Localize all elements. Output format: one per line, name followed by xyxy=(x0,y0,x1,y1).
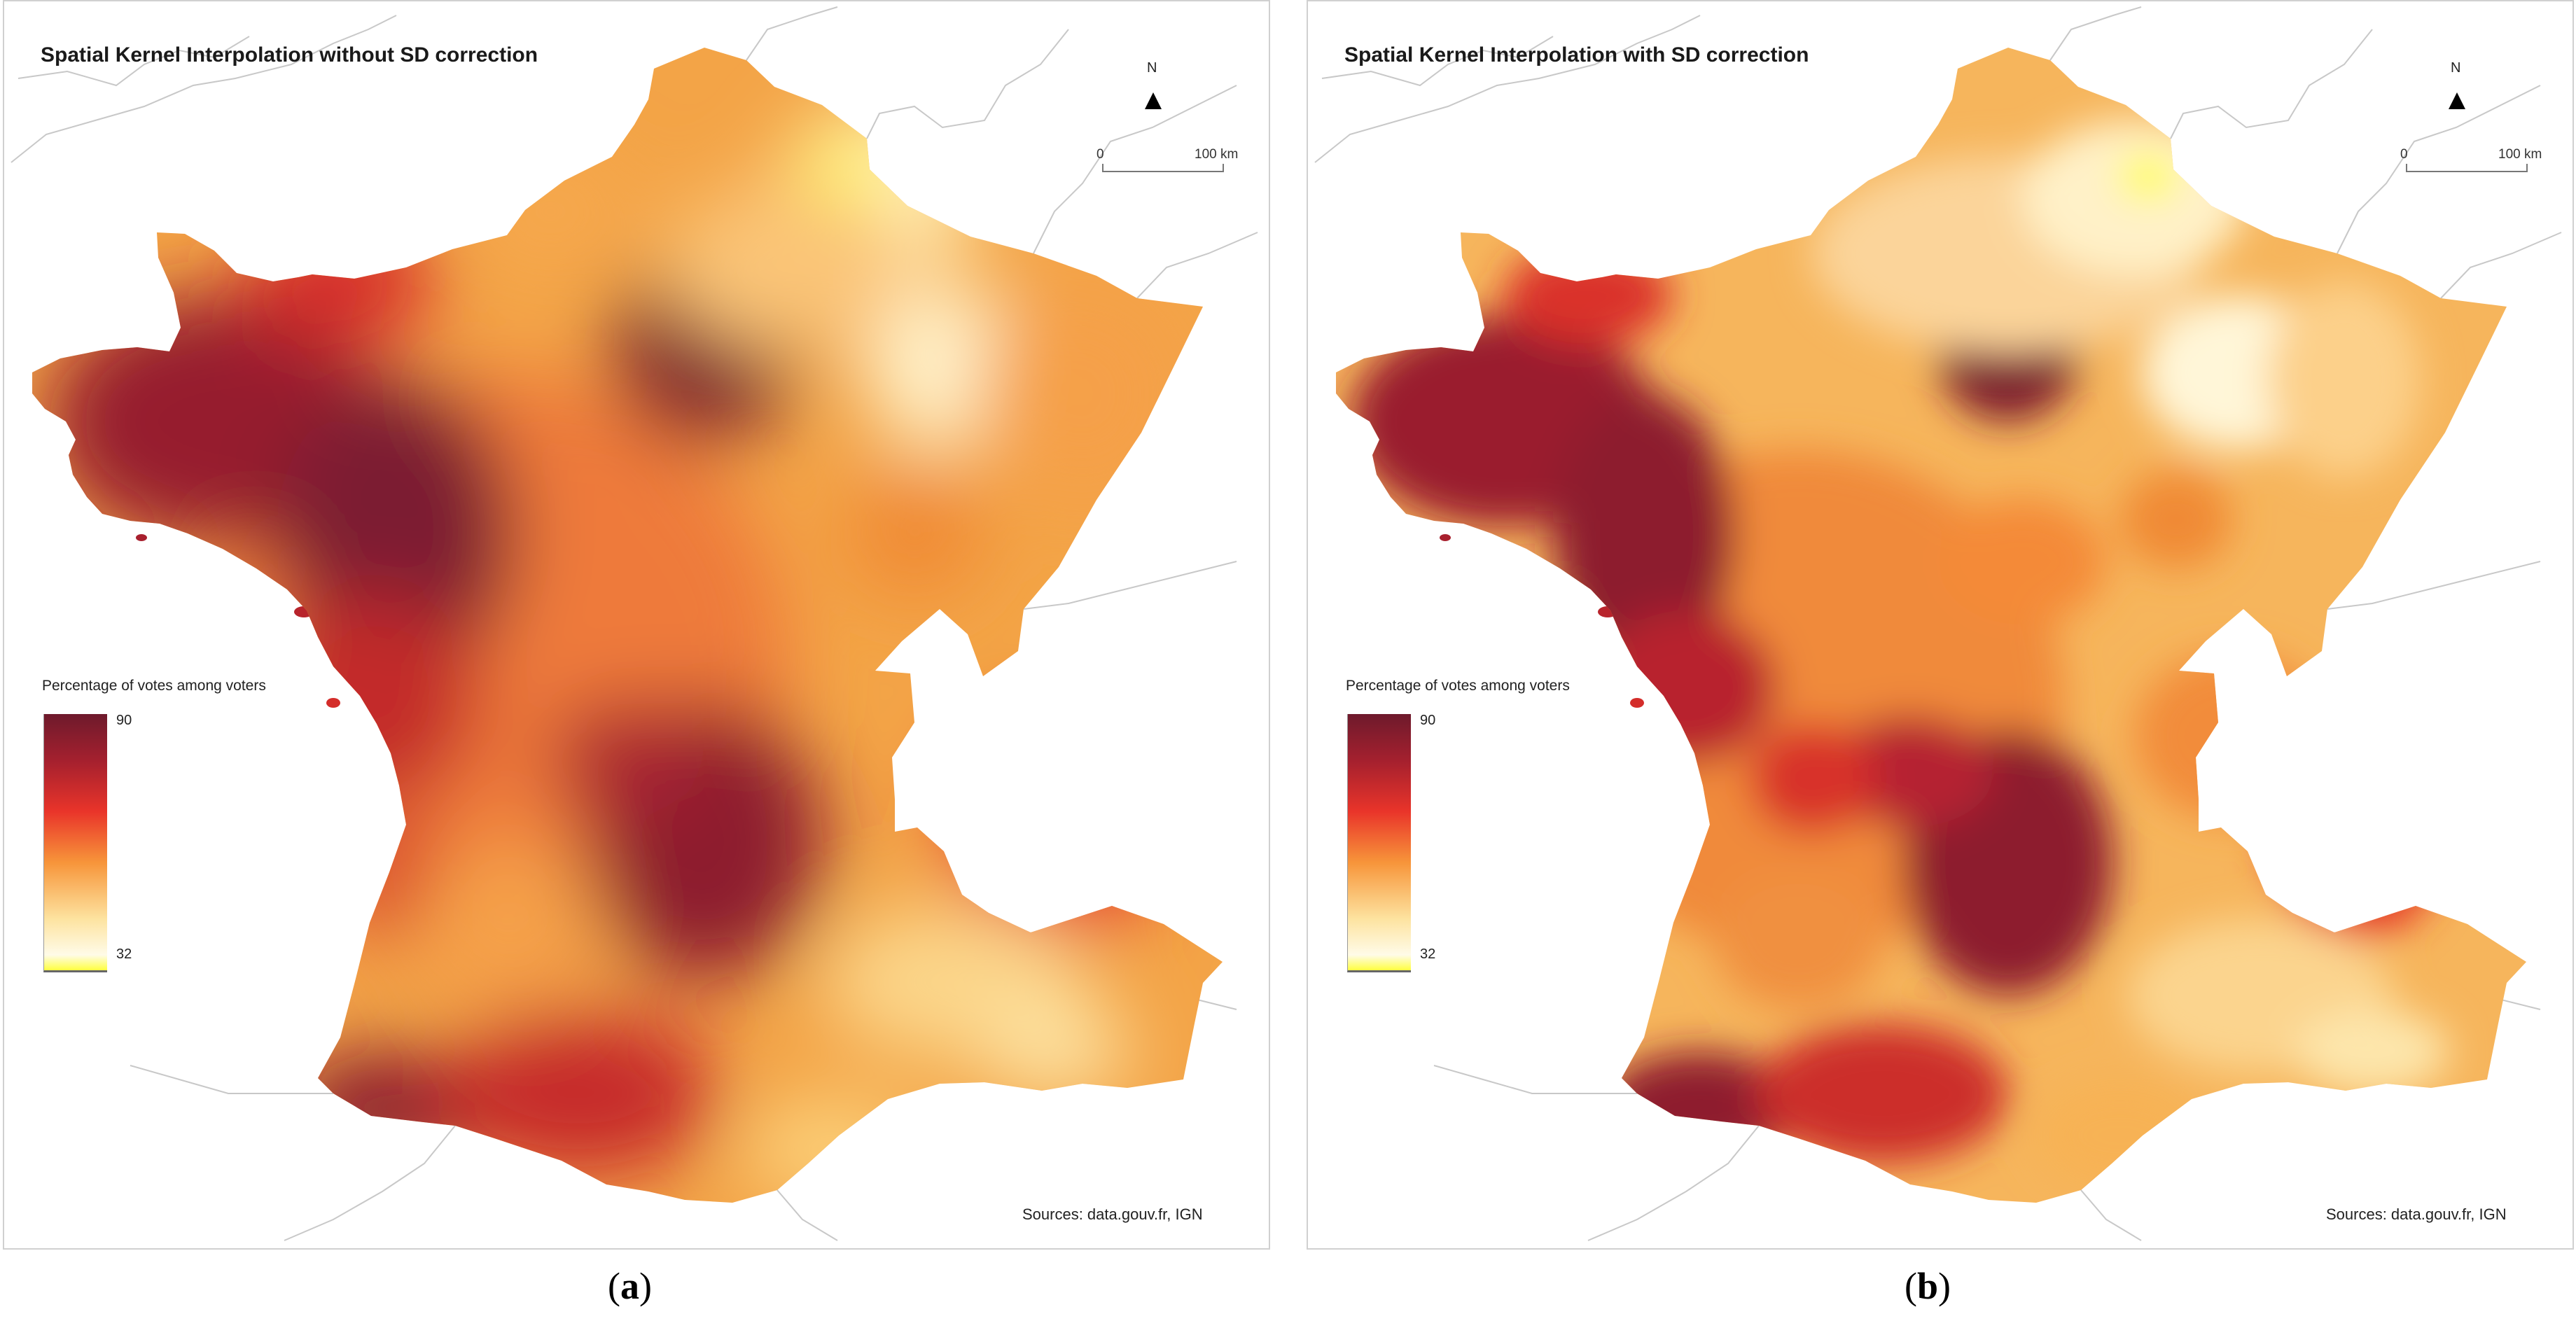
sources-credit: Sources: data.gouv.fr, IGN xyxy=(2326,1205,2507,1223)
interpolation-map-b xyxy=(1314,6,2562,1241)
legend-color-ramp xyxy=(43,714,107,972)
panel-caption-a: (a) xyxy=(608,1264,652,1308)
caption-open: ( xyxy=(1905,1265,1917,1307)
legend-min-label: 32 xyxy=(1420,946,1436,962)
legend-title: Percentage of votes among voters xyxy=(42,678,266,694)
interpolation-map-a xyxy=(11,6,1258,1241)
caption-close: ) xyxy=(1938,1265,1951,1307)
north-label: N xyxy=(2451,60,2461,76)
neighbour-borders xyxy=(1314,6,2562,1241)
caption-open: ( xyxy=(608,1265,620,1307)
scale-start-label: 0 xyxy=(1096,147,1104,162)
map-title: Spatial Kernel Interpolation with SD cor… xyxy=(1344,43,1809,67)
scale-end-label: 100 km xyxy=(1195,147,1239,162)
panel-caption-b: (b) xyxy=(1905,1264,1951,1308)
legend-max-label: 90 xyxy=(1420,713,1436,728)
scale-end-label: 100 km xyxy=(2498,147,2542,162)
scale-bar xyxy=(1102,164,1224,172)
legend-color-ramp xyxy=(1347,714,1411,972)
caption-letter: a xyxy=(620,1265,639,1307)
map-panel-b: Spatial Kernel Interpolation with SD cor… xyxy=(1307,0,2574,1250)
caption-close: ) xyxy=(639,1265,652,1307)
legend-min-label: 32 xyxy=(116,946,132,962)
neighbour-borders xyxy=(11,6,1258,1241)
north-arrow-icon xyxy=(2449,92,2465,109)
map-panel-a: Spatial Kernel Interpolation without SD … xyxy=(3,0,1270,1250)
map-title: Spatial Kernel Interpolation without SD … xyxy=(41,43,538,67)
caption-letter: b xyxy=(1916,1265,1939,1307)
heat-surface xyxy=(1336,48,2526,1203)
heat-surface xyxy=(32,48,1223,1203)
scale-bar xyxy=(2406,164,2528,172)
scale-start-label: 0 xyxy=(2400,147,2408,162)
legend-max-label: 90 xyxy=(116,713,132,728)
north-arrow-icon xyxy=(1145,92,1162,109)
legend-title: Percentage of votes among voters xyxy=(1346,678,1570,694)
north-label: N xyxy=(1147,60,1157,76)
sources-credit: Sources: data.gouv.fr, IGN xyxy=(1022,1205,1203,1223)
